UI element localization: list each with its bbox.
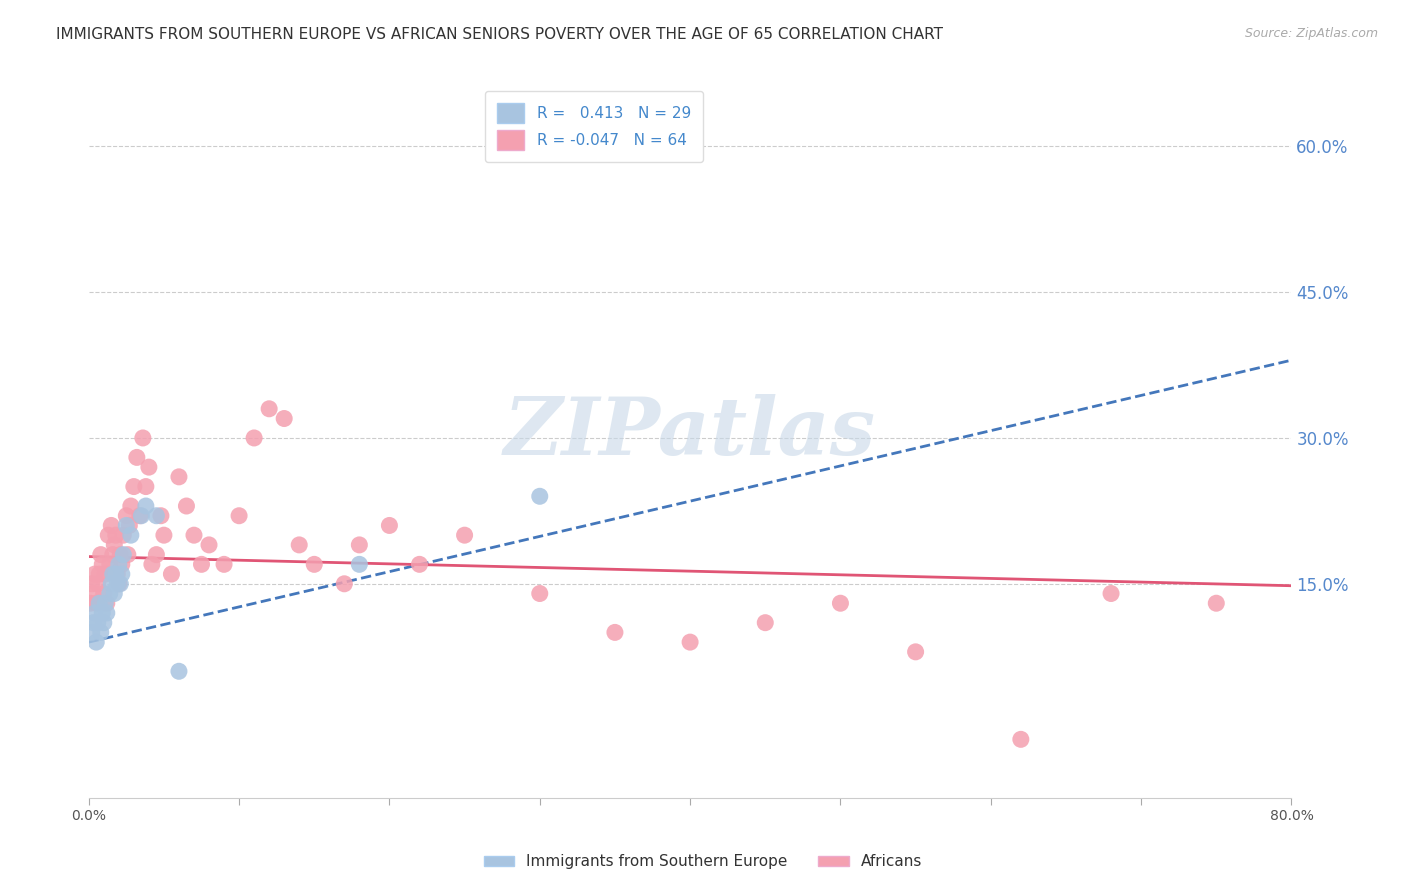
Point bbox=[125, 450, 148, 465]
Point bbox=[529, 489, 551, 503]
Point bbox=[453, 528, 475, 542]
Point bbox=[603, 625, 626, 640]
Point bbox=[149, 508, 172, 523]
Point bbox=[105, 576, 128, 591]
Point bbox=[84, 635, 107, 649]
Point bbox=[243, 431, 266, 445]
Point bbox=[94, 567, 117, 582]
Point bbox=[80, 576, 103, 591]
Point bbox=[111, 567, 134, 582]
Point bbox=[83, 606, 105, 620]
Point bbox=[87, 615, 110, 630]
Point bbox=[84, 596, 107, 610]
Legend: Immigrants from Southern Europe, Africans: Immigrants from Southern Europe, African… bbox=[478, 848, 928, 875]
Point bbox=[349, 558, 371, 572]
Point bbox=[378, 518, 401, 533]
Point bbox=[135, 479, 157, 493]
Point bbox=[98, 586, 121, 600]
Point bbox=[94, 596, 117, 610]
Point bbox=[101, 567, 124, 582]
Point bbox=[408, 558, 430, 572]
Point bbox=[100, 518, 122, 533]
Point bbox=[1205, 596, 1227, 610]
Point bbox=[90, 625, 112, 640]
Point bbox=[183, 528, 205, 542]
Point bbox=[104, 528, 127, 542]
Point bbox=[529, 586, 551, 600]
Point bbox=[304, 558, 326, 572]
Text: Source: ZipAtlas.com: Source: ZipAtlas.com bbox=[1244, 27, 1378, 40]
Point bbox=[120, 528, 142, 542]
Point bbox=[112, 548, 135, 562]
Point bbox=[132, 431, 155, 445]
Point bbox=[93, 586, 115, 600]
Point bbox=[257, 401, 280, 416]
Point bbox=[108, 558, 131, 572]
Point bbox=[153, 528, 176, 542]
Point bbox=[904, 645, 927, 659]
Point bbox=[830, 596, 852, 610]
Legend: R =   0.413   N = 29, R = -0.047   N = 64: R = 0.413 N = 29, R = -0.047 N = 64 bbox=[485, 91, 703, 162]
Point bbox=[97, 528, 120, 542]
Point bbox=[754, 615, 776, 630]
Point bbox=[89, 596, 111, 610]
Point bbox=[120, 499, 142, 513]
Point bbox=[128, 508, 150, 523]
Point bbox=[160, 567, 183, 582]
Point bbox=[131, 508, 153, 523]
Point bbox=[100, 576, 122, 591]
Point bbox=[1099, 586, 1122, 600]
Point bbox=[115, 508, 138, 523]
Point bbox=[228, 508, 250, 523]
Point bbox=[167, 665, 190, 679]
Point bbox=[101, 548, 124, 562]
Text: IMMIGRANTS FROM SOUTHERN EUROPE VS AFRICAN SENIORS POVERTY OVER THE AGE OF 65 CO: IMMIGRANTS FROM SOUTHERN EUROPE VS AFRIC… bbox=[56, 27, 943, 42]
Point bbox=[135, 499, 157, 513]
Point bbox=[349, 538, 371, 552]
Point bbox=[333, 576, 356, 591]
Point bbox=[96, 606, 118, 620]
Point bbox=[79, 596, 101, 610]
Point bbox=[122, 479, 145, 493]
Text: ZIPatlas: ZIPatlas bbox=[503, 394, 876, 472]
Point bbox=[90, 548, 112, 562]
Point bbox=[110, 576, 132, 591]
Point bbox=[103, 586, 125, 600]
Point bbox=[117, 548, 139, 562]
Point bbox=[176, 499, 198, 513]
Point bbox=[212, 558, 235, 572]
Point bbox=[115, 518, 138, 533]
Point bbox=[167, 470, 190, 484]
Point bbox=[108, 576, 131, 591]
Point bbox=[198, 538, 221, 552]
Point bbox=[83, 567, 105, 582]
Point bbox=[104, 567, 127, 582]
Point bbox=[110, 548, 132, 562]
Point bbox=[96, 596, 118, 610]
Point bbox=[1010, 732, 1032, 747]
Point bbox=[145, 548, 167, 562]
Point bbox=[138, 460, 160, 475]
Point bbox=[118, 518, 141, 533]
Point bbox=[93, 615, 115, 630]
Point bbox=[98, 558, 121, 572]
Point bbox=[91, 606, 114, 620]
Point bbox=[89, 567, 111, 582]
Point bbox=[190, 558, 212, 572]
Point bbox=[679, 635, 702, 649]
Point bbox=[112, 528, 135, 542]
Point bbox=[103, 538, 125, 552]
Point bbox=[273, 411, 295, 425]
Point bbox=[141, 558, 163, 572]
Point bbox=[82, 586, 104, 600]
Point bbox=[145, 508, 167, 523]
Point bbox=[288, 538, 311, 552]
Point bbox=[82, 615, 104, 630]
Point bbox=[91, 558, 114, 572]
Point bbox=[87, 576, 110, 591]
Point bbox=[105, 567, 128, 582]
Point bbox=[80, 625, 103, 640]
Point bbox=[111, 558, 134, 572]
